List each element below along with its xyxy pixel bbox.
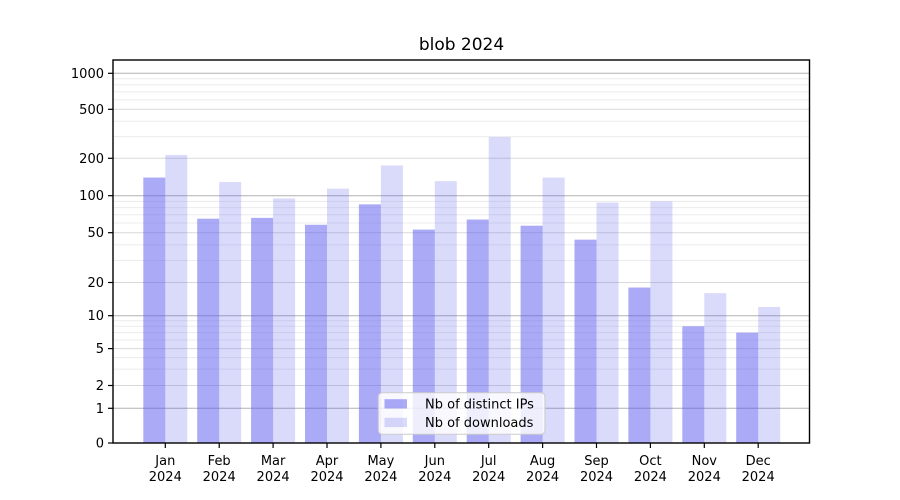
bar-nb-of-distinct-ips [736,332,759,443]
bar-nb-of-distinct-ips [520,225,543,443]
x-tick-label: May [367,454,394,469]
x-tick-label-year: 2024 [418,470,451,485]
y-tick-label: 0 [96,437,104,452]
bar-nb-of-downloads [488,136,511,443]
x-tick-label-year: 2024 [310,470,343,485]
bar-nb-of-downloads [650,201,673,443]
x-tick-label: Oct [639,454,661,469]
bar-nb-of-distinct-ips [143,177,166,443]
x-tick-label-year: 2024 [688,470,721,485]
bar-nb-of-distinct-ips [251,217,274,443]
x-tick-label-year: 2024 [364,470,397,485]
x-tick-label-year: 2024 [149,470,182,485]
y-tick-label: 5 [96,342,104,357]
legend-swatch [384,399,407,409]
bar-nb-of-downloads [704,293,727,443]
bar-nb-of-distinct-ips [197,218,220,443]
y-tick-label: 10 [87,309,104,324]
bar-nb-of-downloads [596,202,619,443]
x-tick-label-year: 2024 [526,470,559,485]
legend-label: Nb of downloads [425,416,534,431]
bar-nb-of-distinct-ips [574,239,597,443]
x-tick-label-year: 2024 [472,470,505,485]
axis-frame [112,59,811,444]
y-tick-label: 100 [79,189,104,204]
y-tick-label: 2 [96,379,104,394]
bar-nb-of-downloads [434,181,457,444]
x-tick-label: Nov [692,454,718,469]
x-tick-label-year: 2024 [742,470,775,485]
x-tick-label-year: 2024 [634,470,667,485]
y-tick-label: 1 [96,402,104,417]
bar-nb-of-downloads [758,306,781,443]
bar-nb-of-downloads [165,154,188,444]
x-tick-label: Dec [746,454,771,469]
bar-nb-of-distinct-ips [305,224,327,443]
y-tick-label: 500 [79,103,104,118]
bar-nb-of-downloads [327,188,349,443]
y-tick-label: 200 [79,152,104,167]
x-tick-label: Jul [480,454,497,469]
bar-nb-of-distinct-ips [412,229,435,443]
legend-box [377,392,546,435]
x-tick-label: Feb [208,454,231,469]
chart-title: blob 2024 [418,35,505,55]
legend-swatch [384,417,407,428]
x-tick-label: Jan [154,454,175,469]
y-tick-label: 1000 [71,67,104,82]
x-tick-label: Aug [530,454,555,469]
x-tick-label: Jun [424,454,445,469]
bar-nb-of-distinct-ips [466,219,489,443]
x-tick-label-year: 2024 [580,470,613,485]
y-tick-label: 50 [87,226,104,241]
bar-nb-of-distinct-ips [628,287,651,443]
x-tick-label-year: 2024 [257,470,290,485]
bar-nb-of-downloads [273,198,296,443]
x-tick-label: Sep [584,454,609,469]
y-tick-label: 20 [87,276,104,291]
x-tick-label: Apr [316,454,339,469]
bar-nb-of-distinct-ips [682,326,705,443]
bar-nb-of-downloads [380,165,403,443]
x-tick-label: Mar [261,454,286,469]
bar-nb-of-downloads [542,177,565,443]
x-tick-label-year: 2024 [203,470,236,485]
bar-nb-of-distinct-ips [358,204,381,443]
legend-label: Nb of distinct IPs [425,398,534,413]
bar-nb-of-downloads [219,181,242,443]
